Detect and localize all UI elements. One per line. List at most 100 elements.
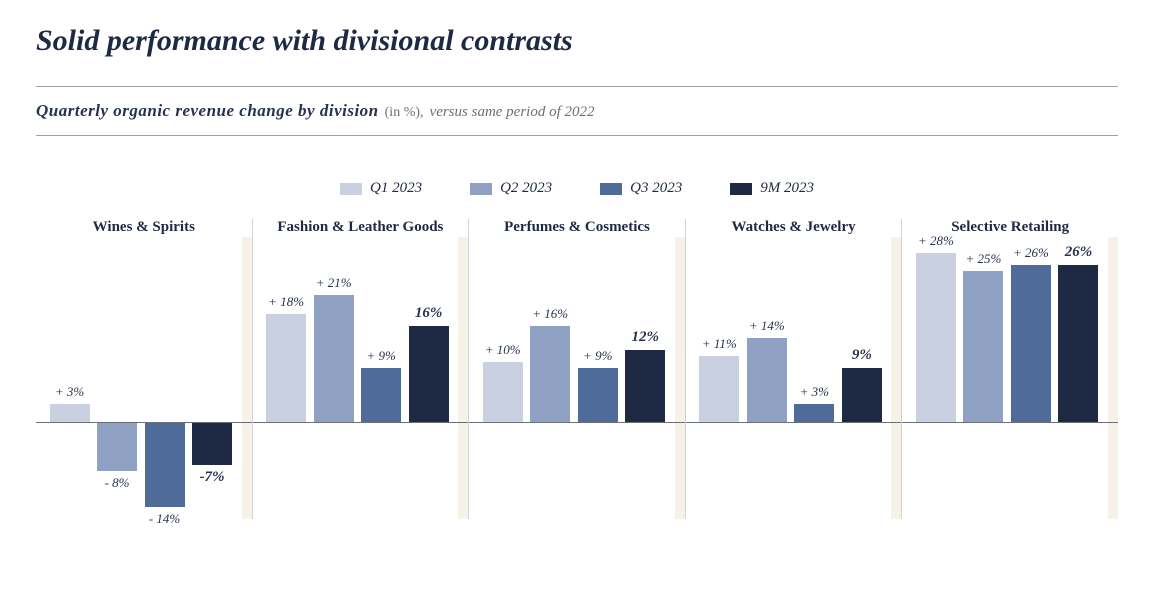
bar-col: 12% bbox=[625, 241, 665, 519]
bar-label-total: -7% bbox=[182, 469, 242, 486]
legend-item: 9M 2023 bbox=[730, 180, 814, 197]
bar bbox=[97, 422, 137, 470]
panel-title: Watches & Jewelry bbox=[686, 219, 902, 236]
panel-side-band bbox=[891, 237, 901, 519]
baseline bbox=[469, 422, 685, 423]
bar-label: - 14% bbox=[135, 511, 195, 527]
bar bbox=[192, 422, 232, 464]
subtitle-note: versus same period of 2022 bbox=[430, 104, 595, 121]
legend-item: Q2 2023 bbox=[470, 180, 552, 197]
chart-area: Wines & Spirits+ 3%- 8%- 14%-7%Fashion &… bbox=[36, 219, 1118, 519]
chart-panel: Selective Retailing+ 28%+ 25%+ 26%26% bbox=[901, 219, 1118, 519]
bars-group: + 28%+ 25%+ 26%26% bbox=[908, 241, 1106, 519]
bars-group: + 18%+ 21%+ 9%16% bbox=[259, 241, 457, 519]
bar bbox=[145, 422, 185, 507]
bar bbox=[747, 338, 787, 423]
bar-col: + 9% bbox=[578, 241, 618, 519]
panel-title: Perfumes & Cosmetics bbox=[469, 219, 685, 236]
bar-label: + 3% bbox=[784, 384, 844, 400]
bars-wrap: + 18%+ 21%+ 9%16% bbox=[259, 241, 457, 519]
subtitle-unit: (in %), bbox=[385, 105, 424, 121]
bar-label-total: 12% bbox=[615, 329, 675, 346]
bars-group: + 3%- 8%- 14%-7% bbox=[42, 241, 240, 519]
bar-label: + 9% bbox=[568, 348, 628, 364]
legend-swatch bbox=[340, 183, 362, 195]
chart-panel: Watches & Jewelry+ 11%+ 14%+ 3%9% bbox=[685, 219, 902, 519]
bar-label-total: 26% bbox=[1048, 244, 1108, 261]
bars-group: + 11%+ 14%+ 3%9% bbox=[692, 241, 890, 519]
bar-label: + 21% bbox=[304, 275, 364, 291]
bar-col: + 9% bbox=[361, 241, 401, 519]
bar-col: 9% bbox=[842, 241, 882, 519]
bar-col: + 25% bbox=[963, 241, 1003, 519]
bar bbox=[266, 314, 306, 423]
bar-col: + 14% bbox=[747, 241, 787, 519]
bar-label: + 10% bbox=[473, 342, 533, 358]
bar-col: + 18% bbox=[266, 241, 306, 519]
bar-label: + 9% bbox=[351, 348, 411, 364]
bar-col: + 3% bbox=[50, 241, 90, 519]
bars-group: + 10%+ 16%+ 9%12% bbox=[475, 241, 673, 519]
legend-label: 9M 2023 bbox=[760, 180, 814, 197]
bar-label-total: 9% bbox=[832, 347, 892, 364]
bar-label-total: 16% bbox=[399, 305, 459, 322]
subtitle-main: Quarterly organic revenue change by divi… bbox=[36, 101, 379, 121]
bar-col: + 26% bbox=[1011, 241, 1051, 519]
subtitle-row: Quarterly organic revenue change by divi… bbox=[36, 87, 1118, 135]
panel-title: Fashion & Leather Goods bbox=[253, 219, 469, 236]
bar bbox=[842, 368, 882, 422]
bar-col: -7% bbox=[192, 241, 232, 519]
bar-label: + 14% bbox=[737, 318, 797, 334]
bar-col: - 8% bbox=[97, 241, 137, 519]
legend-item: Q3 2023 bbox=[600, 180, 682, 197]
panel-title: Wines & Spirits bbox=[36, 219, 252, 236]
bar bbox=[409, 326, 449, 423]
baseline bbox=[686, 422, 902, 423]
baseline bbox=[36, 422, 252, 423]
legend-swatch bbox=[600, 183, 622, 195]
bar-col: + 10% bbox=[483, 241, 523, 519]
bar-col: + 28% bbox=[916, 241, 956, 519]
panel-side-band bbox=[675, 237, 685, 519]
bar-col: - 14% bbox=[145, 241, 185, 519]
chart-panel: Wines & Spirits+ 3%- 8%- 14%-7% bbox=[36, 219, 252, 519]
bar bbox=[963, 271, 1003, 422]
baseline bbox=[902, 422, 1118, 423]
bar-label: + 3% bbox=[40, 384, 100, 400]
panel-side-band bbox=[242, 237, 252, 519]
legend-label: Q1 2023 bbox=[370, 180, 422, 197]
bar-col: 26% bbox=[1058, 241, 1098, 519]
chart-panel: Perfumes & Cosmetics+ 10%+ 16%+ 9%12% bbox=[468, 219, 685, 519]
bars-wrap: + 3%- 8%- 14%-7% bbox=[42, 241, 240, 519]
bars-wrap: + 11%+ 14%+ 3%9% bbox=[692, 241, 890, 519]
bar-label: + 16% bbox=[520, 306, 580, 322]
bars-wrap: + 28%+ 25%+ 26%26% bbox=[908, 241, 1106, 519]
bar bbox=[1058, 265, 1098, 422]
bar bbox=[578, 368, 618, 422]
bar-col: 16% bbox=[409, 241, 449, 519]
bar bbox=[50, 404, 90, 422]
bar-col: + 16% bbox=[530, 241, 570, 519]
bar bbox=[794, 404, 834, 422]
legend-label: Q3 2023 bbox=[630, 180, 682, 197]
divider-bottom bbox=[36, 135, 1118, 136]
bar-col: + 11% bbox=[699, 241, 739, 519]
chart-legend: Q1 2023 Q2 2023 Q3 2023 9M 2023 bbox=[36, 180, 1118, 197]
panel-side-band bbox=[458, 237, 468, 519]
bar-label: + 28% bbox=[906, 233, 966, 249]
legend-label: Q2 2023 bbox=[500, 180, 552, 197]
legend-item: Q1 2023 bbox=[340, 180, 422, 197]
bar bbox=[483, 362, 523, 422]
bars-wrap: + 10%+ 16%+ 9%12% bbox=[475, 241, 673, 519]
baseline bbox=[253, 422, 469, 423]
bar bbox=[625, 350, 665, 423]
legend-swatch bbox=[730, 183, 752, 195]
bar-label: - 8% bbox=[87, 475, 147, 491]
page-title: Solid performance with divisional contra… bbox=[36, 24, 1118, 58]
bar-label: + 18% bbox=[256, 294, 316, 310]
bar bbox=[1011, 265, 1051, 422]
page: Solid performance with divisional contra… bbox=[0, 0, 1154, 615]
bar bbox=[530, 326, 570, 423]
bar-col: + 21% bbox=[314, 241, 354, 519]
chart-panel: Fashion & Leather Goods+ 18%+ 21%+ 9%16% bbox=[252, 219, 469, 519]
